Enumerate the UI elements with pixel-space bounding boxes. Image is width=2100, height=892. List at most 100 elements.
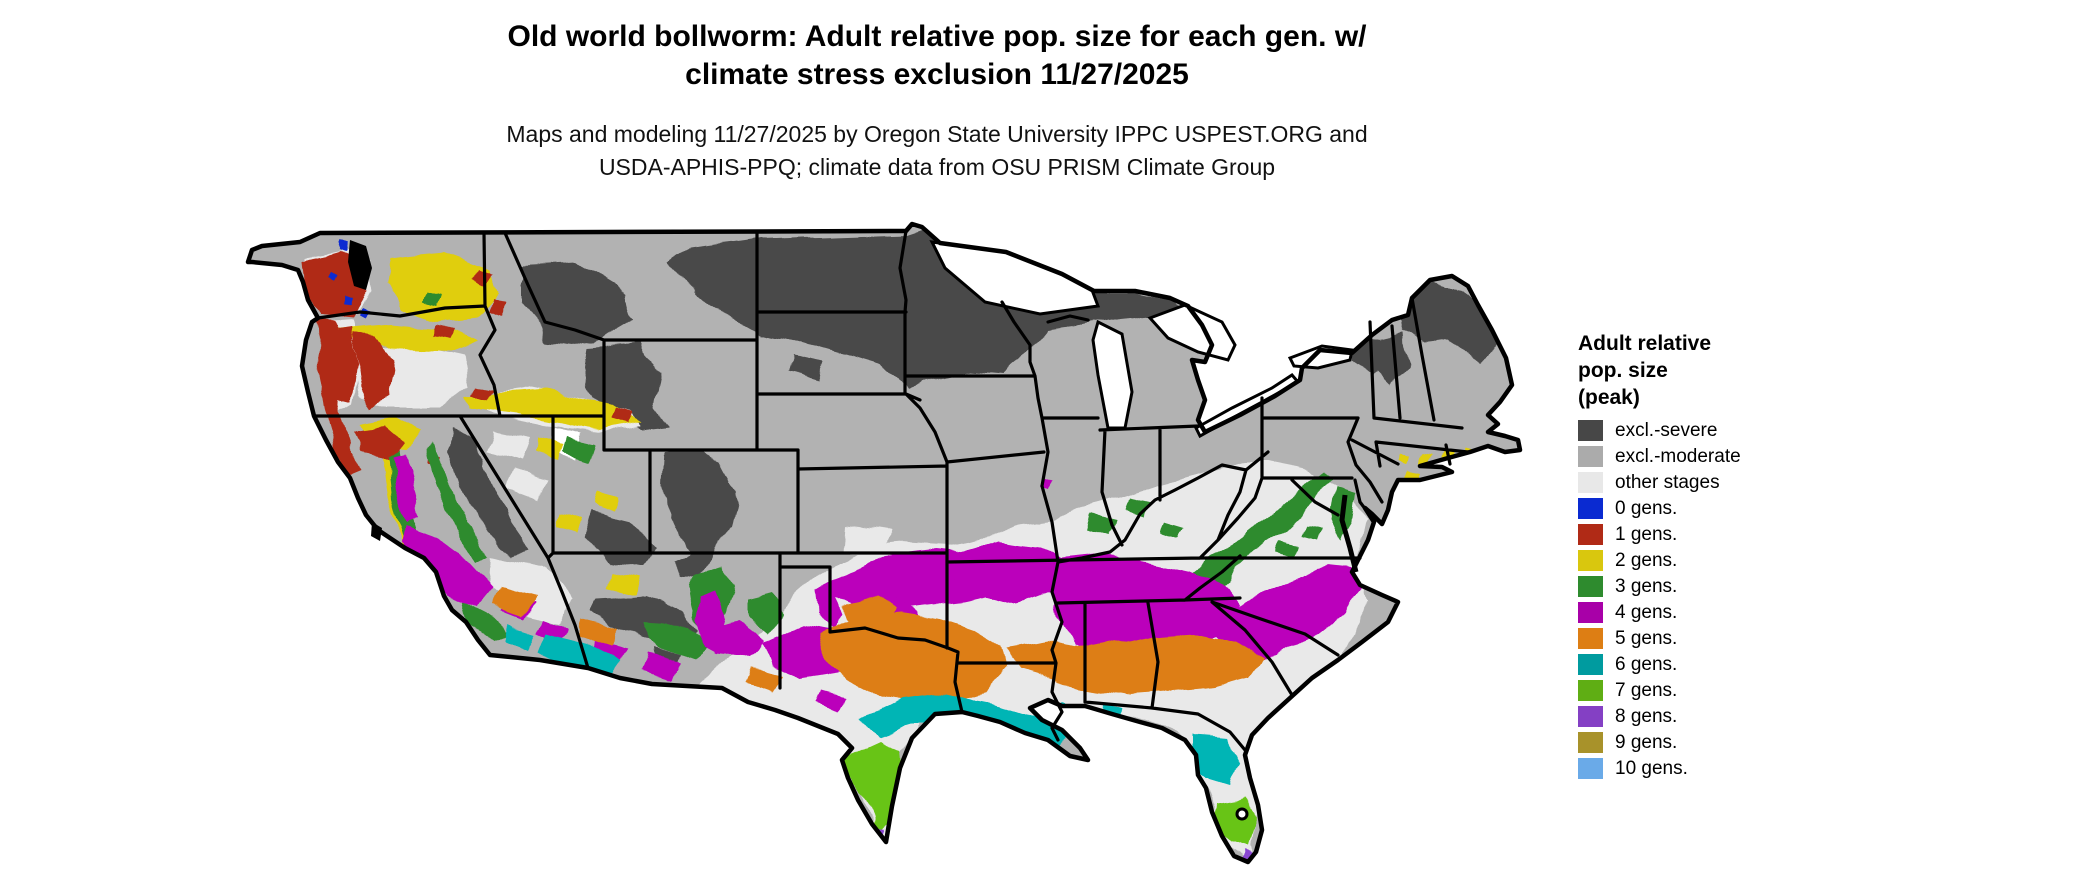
map-shape	[952, 542, 1058, 605]
map-shape	[1220, 872, 1231, 882]
map-shape	[1236, 868, 1246, 878]
map-shape	[352, 335, 395, 408]
map-shape	[1203, 870, 1213, 880]
map-subtitle-line1: Maps and modeling 11/27/2025 by Oregon S…	[506, 121, 1368, 147]
region-8-gens	[868, 822, 1253, 882]
map-shape	[491, 588, 533, 616]
map-shape	[1332, 488, 1358, 544]
legend-item-label: 4 gens.	[1615, 601, 1678, 623]
legend-item-label: excl.-moderate	[1615, 445, 1741, 467]
legend-item-label: excl.-severe	[1615, 419, 1718, 441]
legend-item: 6 gens.	[1578, 654, 1878, 675]
map-shape	[607, 572, 642, 594]
map-shape	[539, 618, 567, 641]
legend-item: 5 gens.	[1578, 628, 1878, 649]
map-shape	[337, 242, 348, 253]
map-shape	[791, 355, 823, 379]
map-shape	[424, 442, 488, 562]
legend-item: 7 gens.	[1578, 680, 1878, 701]
map-title-line1: Old world bollworm: Adult relative pop. …	[507, 20, 1367, 53]
legend-swatch	[1578, 472, 1603, 493]
map-title-line2: climate stress exclusion 11/27/2025	[685, 58, 1189, 91]
map-shape	[1277, 540, 1298, 557]
legend-title-line2: pop. size	[1578, 359, 1668, 382]
map-shape	[748, 592, 780, 632]
map-shape	[746, 668, 780, 692]
legend-swatch	[1578, 732, 1603, 753]
legend-swatch	[1578, 498, 1603, 519]
map-shape	[594, 492, 620, 512]
map-shape	[316, 320, 362, 475]
map-shape	[385, 252, 498, 322]
legend-item-label: 3 gens.	[1615, 575, 1678, 597]
region-0-gens	[328, 242, 369, 318]
map-shape	[352, 428, 402, 458]
legend-swatch	[1578, 758, 1603, 779]
map-shape	[614, 408, 634, 424]
map-shape	[508, 470, 550, 500]
legend-swatch	[1578, 550, 1603, 571]
legend-swatch	[1578, 706, 1603, 727]
map-shape	[328, 270, 337, 280]
legend-item-label: 1 gens.	[1615, 523, 1678, 545]
map-shape	[1161, 518, 1185, 537]
map-shape	[1186, 866, 1196, 876]
map-shape	[660, 448, 738, 580]
legend-item: 9 gens.	[1578, 732, 1878, 753]
map-shape	[489, 300, 504, 316]
legend-item-label: 10 gens.	[1615, 757, 1688, 779]
legend-item-label: 6 gens.	[1615, 653, 1678, 675]
legend-item: 3 gens.	[1578, 576, 1878, 597]
legend-swatch	[1578, 576, 1603, 597]
map-shape	[392, 452, 418, 525]
map-shape	[575, 618, 620, 646]
legend-rows: excl.-severe excl.-moderate other stages…	[1578, 420, 1878, 779]
map-subtitle: Maps and modeling 11/27/2025 by Oregon S…	[0, 118, 1874, 184]
legend-swatch	[1578, 524, 1603, 545]
map-shape	[435, 325, 454, 339]
map-shape	[506, 625, 537, 649]
legend-swatch	[1578, 654, 1603, 675]
lake-okeechobee	[1235, 807, 1249, 821]
legend-title-line3: (peak)	[1578, 386, 1640, 409]
map-shape	[1375, 332, 1408, 385]
map-shape	[1005, 632, 1262, 695]
map-shape	[537, 440, 565, 460]
map-shape	[1126, 498, 1152, 517]
chesapeake-bay	[1339, 494, 1359, 573]
map-shape	[642, 655, 678, 679]
map-shape	[342, 295, 353, 306]
map-shape	[815, 688, 845, 710]
map-shape	[402, 528, 492, 605]
map-shape	[468, 390, 642, 430]
map-shape	[564, 438, 596, 460]
map-shape	[559, 515, 582, 533]
region-5-gens	[491, 588, 1262, 702]
legend-item-label: 2 gens.	[1615, 549, 1678, 571]
legend-item-label: 8 gens.	[1615, 705, 1678, 727]
map-shape	[1212, 795, 1258, 848]
map-shape	[845, 597, 895, 624]
legend-swatch	[1578, 420, 1603, 441]
legend-swatch	[1578, 446, 1603, 467]
legend-item: 1 gens.	[1578, 524, 1878, 545]
legend-swatch	[1578, 628, 1603, 649]
legend-item-label: 7 gens.	[1615, 679, 1678, 701]
map-shape	[668, 228, 1180, 392]
legend: Adult relative pop. size (peak) excl.-se…	[1578, 330, 1878, 784]
legend-item: 2 gens.	[1578, 550, 1878, 571]
legend-item: 10 gens.	[1578, 758, 1878, 779]
legend-item: other stages	[1578, 472, 1878, 493]
map-shape	[698, 592, 728, 655]
map-shape	[540, 632, 622, 682]
state-borders	[313, 229, 1470, 752]
map-subtitle-line2: USDA-APHIS-PPQ; climate data from OSU PR…	[598, 154, 1276, 180]
legend-item: 8 gens.	[1578, 706, 1878, 727]
legend-item-label: 5 gens.	[1615, 627, 1678, 649]
legend-swatch	[1578, 680, 1603, 701]
map-shape	[1396, 452, 1408, 463]
map-shape	[462, 598, 512, 642]
map-shape	[475, 385, 496, 400]
